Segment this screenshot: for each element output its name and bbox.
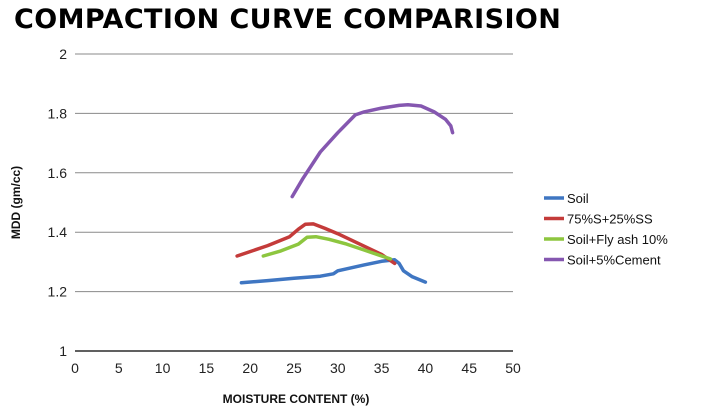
y-tick-label: 1.4 [48, 224, 68, 240]
series-line-3 [261, 234, 393, 261]
x-tick-label: 5 [115, 360, 123, 376]
y-tick-labels: 1 1.2 1.4 1.6 1.8 2 [48, 46, 68, 359]
legend-label: Soil [567, 191, 589, 206]
x-tick-label: 20 [242, 360, 258, 376]
y-tick-label: 1 [59, 343, 67, 359]
y-tick-label: 1.2 [48, 284, 68, 300]
y-tick-label: 2 [59, 46, 67, 62]
y-tick-label: 1.8 [48, 105, 68, 121]
legend: Soil 75%S+25%SS Soil+Fly ash 10% Soil+5%Cem… [544, 191, 668, 268]
series-line-2 [235, 222, 397, 266]
x-tick-labels: 0 5 10 15 20 25 30 35 40 45 50 [71, 360, 521, 376]
x-tick-label: 0 [71, 360, 79, 376]
x-tick-label: 50 [505, 360, 521, 376]
series-line-1 [239, 258, 428, 285]
x-tick-label: 45 [461, 360, 477, 376]
gridlines [75, 53, 513, 293]
y-axis-label: MDD (gm/cc) [9, 166, 23, 239]
x-tick-label: 35 [374, 360, 390, 376]
legend-label: Soil+5%Cement [567, 253, 661, 268]
legend-label: Soil+Fly ash 10% [567, 232, 668, 247]
x-tick-label: 40 [418, 360, 434, 376]
x-tick-label: 30 [330, 360, 346, 376]
x-tick-label: 25 [286, 360, 302, 376]
x-tick-label: 15 [199, 360, 215, 376]
y-tick-label: 1.6 [48, 165, 68, 181]
chart-title: COMPACTION CURVE COMPARISION [14, 4, 562, 35]
series-lines [235, 103, 455, 285]
x-tick-label: 10 [155, 360, 171, 376]
x-axis-label: MOISTURE CONTENT (%) [223, 392, 370, 406]
series-line-4 [290, 103, 455, 199]
legend-label: 75%S+25%SS [567, 212, 653, 227]
